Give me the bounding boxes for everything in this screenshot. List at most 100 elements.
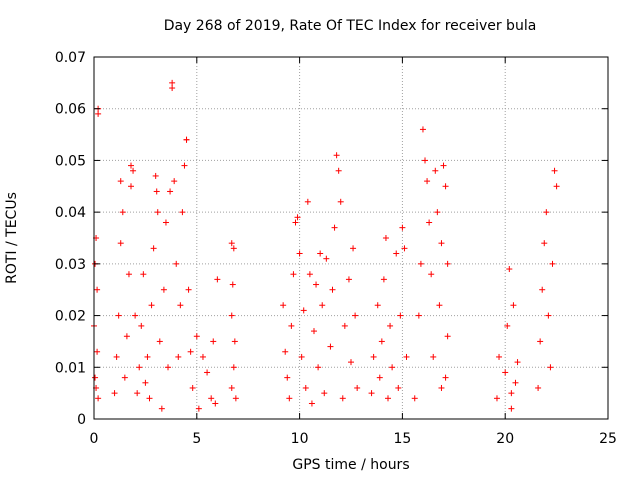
- data-point-marker: [286, 395, 293, 402]
- data-point-marker: [323, 255, 330, 262]
- data-point-marker: [508, 390, 515, 397]
- data-point-marker: [138, 322, 145, 329]
- data-point-marker: [294, 214, 301, 221]
- data-point-marker: [94, 286, 101, 293]
- data-point-marker: [144, 353, 151, 360]
- data-point-marker: [440, 162, 447, 169]
- data-point-marker: [296, 250, 303, 257]
- data-point-marker: [156, 338, 163, 345]
- data-point-marker: [228, 312, 235, 319]
- data-point-marker: [229, 281, 236, 288]
- data-point-marker: [230, 245, 237, 252]
- data-point-marker: [547, 364, 554, 371]
- data-point-marker: [113, 353, 120, 360]
- data-point-marker: [94, 348, 101, 355]
- data-point-marker: [134, 390, 141, 397]
- data-point-marker: [442, 183, 449, 190]
- data-point-marker: [231, 338, 238, 345]
- data-point-marker: [92, 374, 99, 381]
- data-point-marker: [183, 136, 190, 143]
- y-tick-label: 0.04: [55, 205, 86, 221]
- data-point-marker: [142, 379, 149, 386]
- data-point-marker: [115, 312, 122, 319]
- data-point-marker: [428, 271, 435, 278]
- data-point-marker: [354, 384, 361, 391]
- data-point-marker: [551, 167, 558, 174]
- data-point-marker: [403, 353, 410, 360]
- data-point-marker: [496, 353, 503, 360]
- data-point-marker: [339, 395, 346, 402]
- data-point-marker: [368, 390, 375, 397]
- data-point-marker: [128, 162, 135, 169]
- y-tick-label: 0: [77, 412, 86, 428]
- data-point-marker: [193, 333, 200, 340]
- data-point-marker: [302, 384, 309, 391]
- data-point-marker: [502, 369, 509, 376]
- data-point-marker: [444, 333, 451, 340]
- data-point-marker: [444, 260, 451, 267]
- y-tick-label: 0.02: [55, 309, 86, 325]
- data-point-marker: [512, 379, 519, 386]
- data-point-marker: [504, 322, 511, 329]
- data-point-marker: [111, 390, 118, 397]
- data-point-marker: [436, 302, 443, 309]
- data-point-marker: [411, 395, 418, 402]
- data-point-marker: [327, 343, 334, 350]
- data-point-marker: [173, 260, 180, 267]
- data-point-marker: [308, 400, 315, 407]
- data-point-marker: [117, 240, 124, 247]
- data-point-marker: [374, 302, 381, 309]
- data-point-marker: [140, 271, 147, 278]
- data-point-marker: [136, 364, 143, 371]
- data-point-marker: [158, 405, 165, 412]
- data-point-marker: [189, 384, 196, 391]
- data-point-marker: [228, 384, 235, 391]
- data-point-marker: [181, 162, 188, 169]
- data-point-marker: [389, 364, 396, 371]
- data-point-marker: [310, 328, 317, 335]
- data-point-marker: [171, 178, 178, 185]
- data-point-marker: [535, 384, 542, 391]
- data-point-marker: [333, 152, 340, 159]
- data-point-marker: [545, 312, 552, 319]
- data-point-marker: [130, 167, 137, 174]
- x-tick-label: 25: [599, 431, 617, 447]
- data-point-marker: [195, 405, 202, 412]
- data-point-marker: [169, 85, 176, 92]
- data-point-marker: [232, 395, 239, 402]
- data-point-marker: [350, 245, 357, 252]
- data-point-marker: [125, 271, 132, 278]
- data-point-marker: [169, 79, 176, 86]
- data-point-marker: [313, 281, 320, 288]
- data-point-marker: [438, 240, 445, 247]
- data-point-marker: [387, 322, 394, 329]
- data-point-marker: [393, 250, 400, 257]
- data-point-marker: [280, 302, 287, 309]
- data-point-marker: [204, 369, 211, 376]
- data-point-marker: [543, 209, 550, 216]
- data-point-marker: [506, 266, 513, 273]
- data-point-marker: [175, 353, 182, 360]
- grid-lines: [94, 57, 608, 419]
- data-point-marker: [432, 167, 439, 174]
- data-point-marker: [401, 245, 408, 252]
- data-point-marker: [315, 364, 322, 371]
- data-point-marker: [179, 209, 186, 216]
- data-point-marker: [331, 224, 338, 231]
- data-point-marker: [146, 395, 153, 402]
- data-point-marker: [329, 286, 336, 293]
- axis-ticks: 0 5 10 15 20 25 0 0.01 0.02 0.03 0.04 0.05 0.06 0.07: [55, 50, 617, 447]
- data-point-marker: [154, 209, 161, 216]
- data-point-marker: [419, 126, 426, 133]
- data-point-marker: [228, 240, 235, 247]
- data-point-marker: [424, 178, 431, 185]
- data-point-marker: [382, 235, 389, 241]
- data-point-marker: [395, 384, 402, 391]
- data-point-marker: [150, 245, 157, 252]
- data-point-marker: [152, 172, 159, 179]
- data-points: [91, 79, 560, 412]
- y-tick-label: 0.07: [55, 50, 86, 66]
- x-tick-label: 15: [393, 431, 411, 447]
- data-point-marker: [422, 157, 429, 164]
- data-point-marker: [399, 224, 406, 231]
